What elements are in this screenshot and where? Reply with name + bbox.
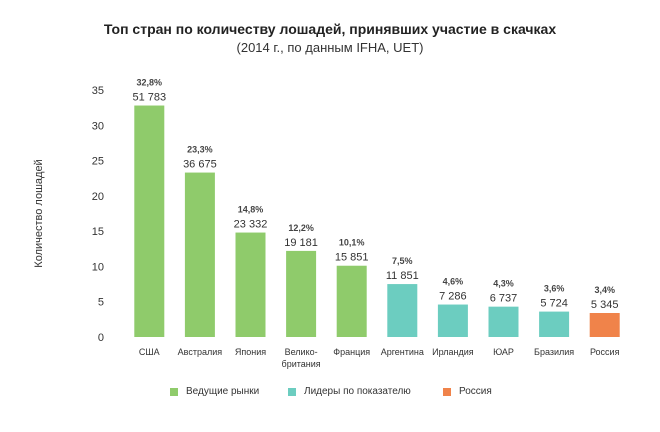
bar [387,284,418,337]
legend-item: Лидеры по показателю [288,386,411,397]
percent-label: 14,8% [238,205,264,215]
bar [589,313,620,337]
y-tick-label: 35 [92,85,104,97]
percent-label: 12,2% [288,223,314,233]
bar [539,311,570,337]
legend: Ведущие рынки Лидеры по показателю Россия [0,386,660,402]
percent-label: 4,6% [443,277,464,287]
legend-swatch [288,387,296,396]
bar [286,250,317,337]
x-tick-label: Австралия [178,347,223,357]
x-tick-label: США [139,347,160,357]
bar [184,172,215,337]
y-tick-label: 30 [92,120,104,132]
x-tick-label: Велико- [285,347,318,357]
legend-label: Россия [459,386,492,397]
bar [488,306,519,337]
percent-label: 3,4% [594,285,615,295]
count-label: 6 737 [490,293,518,305]
x-tick-label: ЮАР [493,347,514,357]
y-tick-label: 15 [92,226,104,238]
legend-item: Россия [443,386,492,397]
y-tick-label: 5 [98,297,104,309]
count-label: 36 675 [183,159,217,171]
legend-item: Ведущие рынки [170,386,259,397]
x-tick-label: Россия [590,347,620,357]
percent-label: 7,5% [392,256,413,266]
legend-label: Лидеры по показателю [304,386,411,397]
bar [336,265,367,337]
y-tick-label: 0 [98,332,104,344]
chart-title: Топ стран по количеству лошадей, принявш… [103,21,557,37]
percent-label: 23,3% [187,145,213,155]
x-tick-label: Ирландия [432,347,474,357]
percent-label: 10,1% [339,238,365,248]
count-label: 7 286 [439,291,467,303]
legend-label: Ведущие рынки [186,386,260,397]
percent-label: 4,3% [493,279,514,289]
x-tick-label: Япония [235,347,266,357]
chart-subtitle: (2014 г., по данным IFHA, UET) [236,40,424,55]
y-tick-label: 25 [92,156,104,168]
y-axis-title: Количество лошадей [33,159,45,267]
y-axis-ticks: 0 5 10 15 20 25 30 35 [92,85,104,344]
x-tick-label: Аргентина [381,347,424,357]
percent-label: 3,6% [544,284,565,294]
count-label: 5 724 [540,298,568,310]
bar [235,232,266,337]
y-tick-label: 10 [92,261,104,273]
bar-labels: 32,8% 51 783 23,3% 36 675 14,8% 23 332 12,2% 19… [132,78,618,311]
bar [437,304,468,337]
y-tick-label: 20 [92,191,104,203]
x-axis-ticks: США Австралия Япония Велико-британия Франция… [139,347,620,369]
percent-label: 32,8% [137,78,163,88]
count-label: 11 851 [386,270,419,282]
legend-swatch [170,387,178,396]
count-label: 5 345 [591,299,619,311]
x-tick-label: Бразилия [534,347,574,357]
legend-swatch [443,387,451,396]
count-label: 51 783 [132,92,166,104]
x-tick-label: британия [282,359,321,369]
count-label: 19 181 [284,237,318,249]
bars [134,105,620,337]
x-tick-label: Франция [333,347,370,357]
bar [134,105,165,337]
count-label: 15 851 [335,252,369,264]
count-label: 23 332 [234,219,268,231]
